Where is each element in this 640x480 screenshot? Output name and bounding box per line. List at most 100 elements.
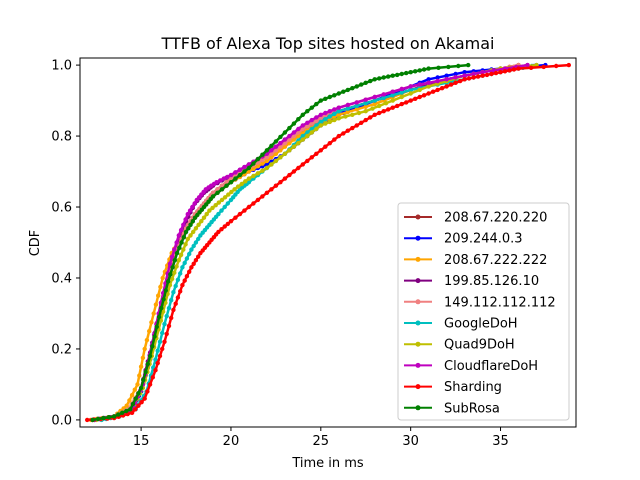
data-point [354,84,359,89]
data-point [163,288,168,293]
data-point [210,194,216,199]
legend-entry: 199.85.126.10 [404,274,539,289]
data-point [291,133,297,139]
data-point [363,109,368,114]
data-point [446,64,451,70]
data-point [135,382,140,387]
data-point [300,126,305,132]
data-point [174,264,179,269]
data-point [291,144,297,149]
data-point [233,215,238,220]
data-point [327,114,332,119]
data-point [233,176,238,181]
legend-marker [415,256,421,262]
legend-marker [415,405,421,411]
data-point [182,278,187,283]
data-point [363,80,368,86]
data-point [408,70,413,75]
data-point [466,76,472,81]
data-point [390,105,395,110]
data-point [300,162,305,167]
data-point [255,197,261,203]
data-point [147,353,153,359]
data-point [305,109,310,114]
data-point [282,176,288,181]
data-point [345,106,350,111]
data-point [336,91,341,96]
data-point [554,63,559,69]
data-point [237,172,243,178]
data-point [139,400,144,405]
data-point [255,164,261,169]
data-point [314,126,319,132]
data-point [507,68,512,73]
data-point [489,71,494,77]
data-point [323,96,328,102]
data-point [150,344,155,349]
data-point [404,100,409,105]
series-markers [90,62,471,423]
data-point [189,247,194,252]
data-point [242,208,247,213]
data-point [156,314,162,320]
data-point [417,82,422,87]
data-point [502,69,508,74]
data-point [309,130,314,135]
data-point [309,121,314,126]
data-point [421,67,427,72]
legend-label: 208.67.222.222 [444,253,547,268]
data-point [120,410,125,415]
data-point [178,252,184,258]
data-point [354,100,359,105]
data-point [332,137,337,142]
data-point [408,84,413,89]
data-point [336,105,341,110]
data-point [336,109,341,114]
data-point [318,148,323,153]
data-point [408,87,413,93]
data-point [269,187,274,192]
data-point [161,297,166,302]
data-point [188,222,193,227]
data-point [408,91,413,96]
data-point [189,265,194,270]
data-point [129,410,135,415]
data-point [183,229,189,235]
data-point [448,82,454,87]
data-point [377,110,382,116]
data-point [176,258,181,263]
data-point [178,271,183,276]
data-point [193,240,199,245]
data-point [192,201,197,206]
data-point [174,240,179,245]
data-point [222,204,227,210]
data-point [196,236,201,242]
series-sharding [85,62,571,423]
data-point [278,148,283,153]
data-point [305,133,310,139]
data-point [282,151,288,156]
data-point [190,204,195,210]
data-point [214,180,219,185]
legend-entry: 209.244.0.3 [404,232,523,247]
data-point [327,119,332,125]
data-point [124,403,129,408]
legend-entry: CloudflareDoH [404,359,538,374]
data-point [404,70,409,76]
data-point [305,124,310,129]
data-point [296,165,301,171]
data-point [101,415,106,421]
data-point [138,385,144,391]
data-point [166,323,172,329]
data-point [196,254,201,259]
data-point [381,95,386,101]
data-point [173,283,178,289]
data-point [282,141,288,146]
data-point [155,348,160,353]
legend-label: 199.85.126.10 [444,274,539,289]
data-point [130,401,136,407]
data-point [144,337,150,343]
data-point [132,387,137,392]
data-point [444,84,449,89]
data-point [471,71,476,77]
